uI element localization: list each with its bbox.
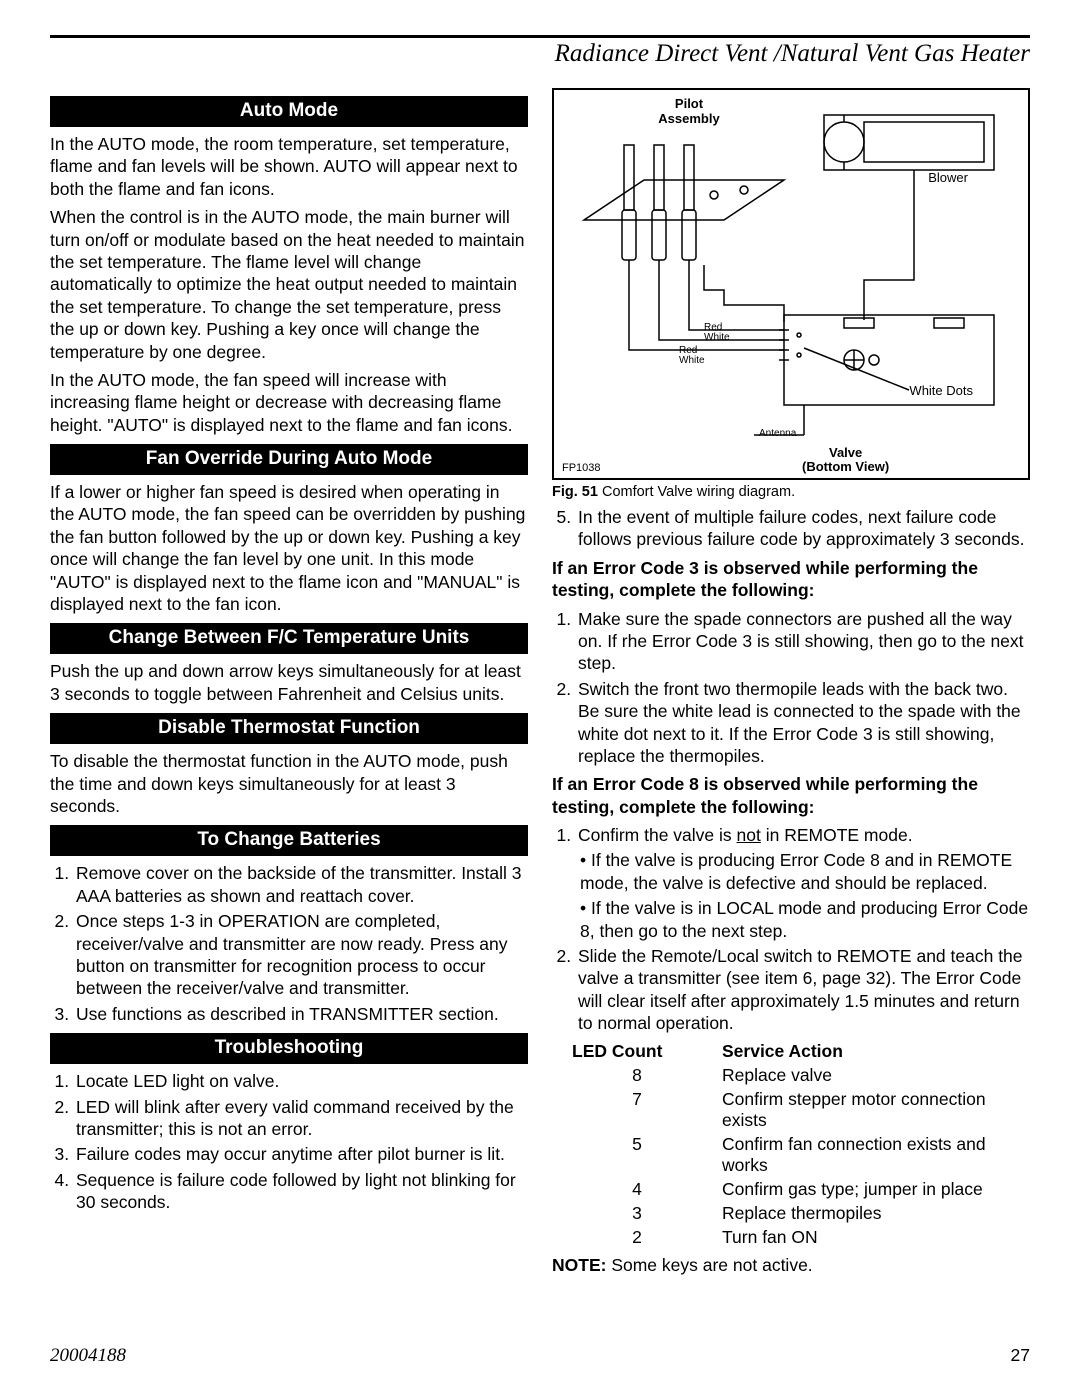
table-row: 8Replace valve: [572, 1065, 1030, 1086]
fan-override-p1: If a lower or higher fan speed is desire…: [50, 481, 528, 615]
page-footer: 20004188 27: [50, 1345, 1030, 1367]
section-fan-override-heading: Fan Override During Auto Mode: [50, 444, 528, 475]
section-change-batteries-heading: To Change Batteries: [50, 825, 528, 856]
figure-text: Comfort Valve wiring diagram.: [598, 484, 795, 500]
list-item: Once steps 1-3 in OPERATION are complete…: [74, 910, 528, 1000]
table-row: 5Confirm fan connection exists and works: [572, 1134, 1030, 1176]
change-batteries-list: Remove cover on the backside of the tran…: [50, 862, 528, 1025]
note-line: NOTE: Some keys are not active.: [552, 1254, 1030, 1276]
error3-list: Make sure the spade connectors are pushe…: [552, 608, 1030, 768]
disable-thermostat-p1: To disable the thermostat function in th…: [50, 750, 528, 817]
table-row: 2Turn fan ON: [572, 1227, 1030, 1248]
list-item: Remove cover on the backside of the tran…: [74, 862, 528, 907]
list-item: In the event of multiple failure codes, …: [576, 506, 1030, 551]
page-header-title: Radiance Direct Vent /Natural Vent Gas H…: [50, 40, 1030, 68]
list-item: Failure codes may occur anytime after pi…: [74, 1143, 528, 1165]
table-header: LED Count Service Action: [572, 1041, 1030, 1062]
troubleshooting-list: Locate LED light on valve. LED will blin…: [50, 1070, 528, 1213]
fc-units-p1: Push the up and down arrow keys simultan…: [50, 660, 528, 705]
td-action: Confirm fan connection exists and works: [722, 1134, 1030, 1176]
auto-mode-p3: In the AUTO mode, the fan speed will inc…: [50, 369, 528, 436]
list-item: LED will blink after every valid command…: [74, 1096, 528, 1141]
error8-list: Confirm the valve is not in REMOTE mode.…: [552, 824, 1030, 1035]
err8-li1-pre: Confirm the valve is: [578, 825, 737, 845]
section-disable-thermostat-heading: Disable Thermostat Function: [50, 713, 528, 744]
list-item: Locate LED light on valve.: [74, 1070, 528, 1092]
diagram-label-antenna: Antenna: [759, 428, 796, 439]
diagram-label-valve: Valve: [829, 445, 862, 460]
td-action: Replace thermopiles: [722, 1203, 1030, 1224]
list-item: Make sure the spade connectors are pushe…: [576, 608, 1030, 675]
document-page: Radiance Direct Vent /Natural Vent Gas H…: [0, 0, 1080, 1397]
diagram-label-whitedots: White Dots: [909, 383, 973, 398]
diagram-label-white: White: [704, 332, 730, 343]
right-column: Pilot Assembly Blower Red White Red Whit…: [552, 88, 1030, 1282]
auto-mode-p1: In the AUTO mode, the room temperature, …: [50, 133, 528, 200]
list-item: Switch the front two thermopile leads wi…: [576, 678, 1030, 768]
footer-docnum: 20004188: [50, 1345, 126, 1367]
table-row: 7Confirm stepper motor connection exists: [572, 1089, 1030, 1131]
td-action: Confirm gas type; jumper in place: [722, 1179, 1030, 1200]
td-action: Replace valve: [722, 1065, 1030, 1086]
section-troubleshooting-heading: Troubleshooting: [50, 1033, 528, 1064]
th-service-action: Service Action: [722, 1041, 1030, 1062]
list-item: Sequence is failure code followed by lig…: [74, 1169, 528, 1214]
header-rule: [50, 35, 1030, 38]
td-count: 2: [572, 1227, 722, 1248]
th-led-count: LED Count: [572, 1041, 722, 1062]
td-action: Turn fan ON: [722, 1227, 1030, 1248]
section-auto-mode-heading: Auto Mode: [50, 96, 528, 127]
footer-pagenum: 27: [1011, 1345, 1030, 1367]
err8-li1-under: not: [737, 825, 761, 845]
td-count: 3: [572, 1203, 722, 1224]
td-action: Confirm stepper motor connection exists: [722, 1089, 1030, 1131]
table-row: 3Replace thermopiles: [572, 1203, 1030, 1224]
td-count: 5: [572, 1134, 722, 1176]
diagram-label-blower: Blower: [928, 170, 968, 185]
error3-heading: If an Error Code 3 is observed while per…: [552, 557, 1030, 602]
td-count: 4: [572, 1179, 722, 1200]
figure-number: Fig. 51: [552, 484, 598, 500]
diagram-label-bottomview: (Bottom View): [802, 459, 889, 474]
note-text: Some keys are not active.: [606, 1255, 812, 1275]
table-row: 4Confirm gas type; jumper in place: [572, 1179, 1030, 1200]
list-item: Use functions as described in TRANSMITTE…: [74, 1003, 528, 1025]
err8-li1-post: in REMOTE mode.: [761, 825, 913, 845]
list-item: • If the valve is producing Error Code 8…: [578, 849, 1030, 894]
two-column-layout: Auto Mode In the AUTO mode, the room tem…: [50, 88, 1030, 1282]
list-item: • If the valve is in LOCAL mode and prod…: [578, 897, 1030, 942]
error8-sublist: • If the valve is producing Error Code 8…: [578, 849, 1030, 942]
led-count-table: LED Count Service Action 8Replace valve …: [572, 1041, 1030, 1248]
figure-caption: Fig. 51 Comfort Valve wiring diagram.: [552, 484, 1030, 500]
troubleshooting-cont-list: In the event of multiple failure codes, …: [552, 506, 1030, 551]
note-bold: NOTE:: [552, 1255, 606, 1275]
list-item: Confirm the valve is not in REMOTE mode.…: [576, 824, 1030, 942]
wiring-diagram: Pilot Assembly Blower Red White Red Whit…: [552, 88, 1030, 480]
wiring-diagram-svg: [554, 90, 1028, 478]
left-column: Auto Mode In the AUTO mode, the room tem…: [50, 88, 528, 1282]
auto-mode-p2: When the control is in the AUTO mode, th…: [50, 206, 528, 363]
list-item: Slide the Remote/Local switch to REMOTE …: [576, 945, 1030, 1035]
section-fc-units-heading: Change Between F/C Temperature Units: [50, 623, 528, 654]
td-count: 8: [572, 1065, 722, 1086]
diagram-label-white2: White: [679, 355, 705, 366]
diagram-label-pilot: Pilot Assembly: [654, 96, 724, 126]
error8-heading: If an Error Code 8 is observed while per…: [552, 773, 1030, 818]
diagram-label-fp: FP1038: [562, 462, 601, 474]
td-count: 7: [572, 1089, 722, 1131]
